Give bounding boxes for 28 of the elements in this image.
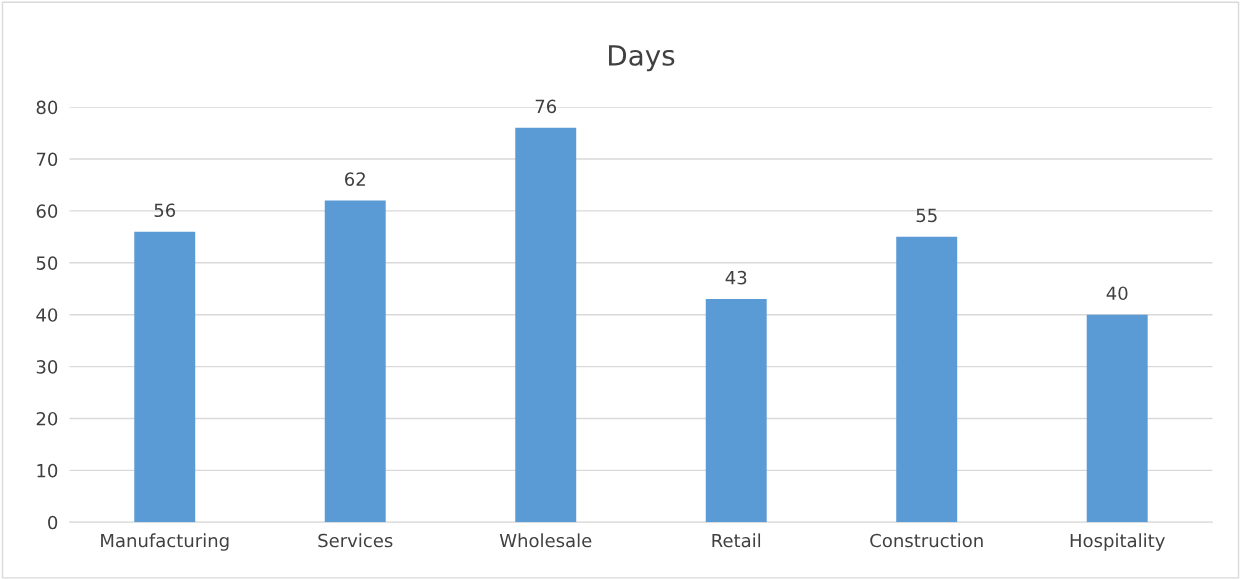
y-tick-label: 20 bbox=[36, 411, 58, 426]
data-label: 76 bbox=[535, 99, 557, 114]
y-tick-label: 10 bbox=[37, 463, 58, 478]
y-tick-label: 30 bbox=[36, 360, 58, 374]
y-tick-label: 80 bbox=[36, 100, 58, 115]
bar bbox=[134, 231, 196, 523]
bar bbox=[705, 299, 767, 523]
y-tick-label: 40 bbox=[36, 308, 58, 322]
bar bbox=[515, 127, 577, 523]
data-label: 40 bbox=[1106, 286, 1128, 301]
data-label: 56 bbox=[154, 203, 176, 218]
bar bbox=[324, 200, 386, 523]
x-tick-label: Services bbox=[318, 533, 393, 548]
x-tick-label: Hospitality bbox=[1070, 533, 1165, 551]
chart-title: Days bbox=[609, 45, 675, 72]
bar bbox=[896, 236, 958, 523]
x-tick-label: Retail bbox=[712, 533, 761, 548]
data-label: 62 bbox=[345, 172, 365, 186]
y-tick-label: 70 bbox=[36, 152, 58, 167]
bar bbox=[1086, 314, 1148, 523]
y-tick-label: 0 bbox=[48, 515, 58, 530]
y-tick-label: 50 bbox=[36, 256, 58, 270]
y-tick-label: 60 bbox=[36, 204, 58, 219]
data-label: 55 bbox=[916, 208, 937, 223]
x-tick-label: Construction bbox=[870, 533, 983, 548]
data-label: 43 bbox=[725, 270, 747, 285]
x-tick-label: Wholesale bbox=[499, 533, 592, 548]
x-tick-label: Manufacturing bbox=[101, 533, 229, 551]
